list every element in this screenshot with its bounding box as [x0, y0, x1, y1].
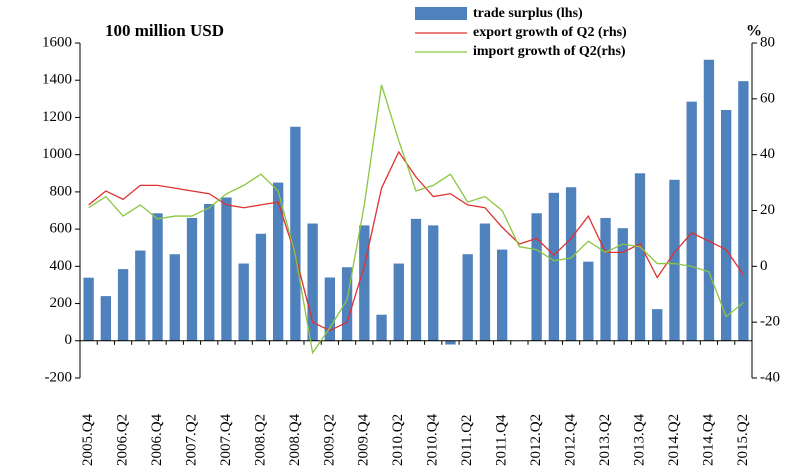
y2-tick-label: 20: [760, 202, 775, 218]
bar: [565, 187, 577, 341]
bar: [686, 101, 697, 341]
x-tick-label: 2011.Q2: [459, 414, 475, 466]
y2-tick-label: -40: [760, 369, 780, 385]
x-tick-label: 2005.Q4: [80, 413, 96, 466]
bar: [324, 277, 336, 341]
y-tick-label: 200: [50, 295, 73, 311]
bar: [376, 314, 387, 341]
bar: [583, 261, 594, 341]
x-tick-label: 2008.Q4: [287, 413, 303, 466]
bar: [238, 263, 249, 341]
bar: [135, 250, 146, 341]
x-tick-label: 2009.Q4: [356, 413, 372, 466]
y-tick-label: 1600: [42, 34, 72, 50]
y-tick-label: 1400: [42, 72, 72, 88]
bar: [221, 197, 232, 341]
bar: [307, 223, 318, 341]
x-tick-label: 2012.Q4: [563, 413, 579, 466]
bar: [410, 218, 422, 341]
y-tick-label: -200: [45, 369, 73, 385]
bar: [531, 213, 542, 341]
y2-tick-label: 60: [760, 90, 775, 106]
bar: [617, 228, 628, 341]
bar: [479, 223, 491, 341]
y2-tick-label: 40: [760, 146, 775, 162]
legend-swatch: [415, 7, 467, 20]
bar: [496, 249, 508, 341]
x-tick-label: 2007.Q2: [183, 414, 199, 466]
x-tick-label: 2013.Q2: [597, 414, 613, 466]
bar: [634, 173, 646, 341]
bar: [341, 267, 353, 341]
legend-label: export growth of Q2 (rhs): [473, 25, 627, 40]
bar: [359, 225, 370, 341]
x-tick-label: 2010.Q2: [390, 414, 406, 466]
line: [88, 150, 744, 332]
x-tick-label: 2015.Q2: [735, 414, 751, 466]
x-tick-label: 2014.Q4: [700, 413, 716, 466]
bar: [548, 192, 560, 341]
bar: [462, 254, 473, 341]
x-tick-label: 2007.Q4: [218, 413, 234, 466]
line: [88, 84, 744, 355]
y-tick-label: 400: [50, 258, 73, 274]
legend-label: import growth of Q2(rhs): [473, 44, 626, 59]
x-tick-label: 2010.Q4: [425, 413, 441, 466]
bar: [186, 217, 198, 341]
x-tick-label: 2006.Q2: [115, 414, 131, 466]
bar: [255, 233, 267, 341]
bar: [720, 110, 732, 341]
bar: [669, 179, 680, 341]
bar: [83, 277, 94, 341]
x-tick-label: 2013.Q4: [631, 413, 647, 466]
y-tick-label: 1000: [42, 146, 72, 162]
y2-tick-label: 80: [760, 34, 775, 50]
bar: [600, 217, 611, 341]
x-tick-label: 2014.Q2: [666, 414, 682, 466]
y2-label: %: [746, 23, 762, 40]
y2-tick-label: -20: [760, 314, 780, 330]
bar: [272, 182, 284, 341]
x-tick-label: 2009.Q2: [321, 414, 337, 466]
chart-title: 100 million USD: [105, 21, 224, 40]
bar: [652, 309, 663, 341]
legend-label: trade surplus (lhs): [473, 6, 583, 21]
bar: [152, 213, 163, 341]
bar: [117, 269, 129, 341]
bar: [428, 225, 439, 341]
x-tick-label: 2008.Q2: [252, 414, 268, 466]
x-tick-label: 2006.Q4: [149, 413, 165, 466]
bar: [703, 59, 715, 341]
bar: [738, 81, 749, 341]
x-tick-label: 2012.Q2: [528, 414, 544, 466]
y-tick-label: 600: [50, 221, 73, 237]
bar: [169, 254, 180, 341]
bar: [445, 340, 456, 345]
y2-tick-label: 0: [760, 258, 768, 274]
bar: [204, 203, 215, 341]
bar: [290, 126, 301, 341]
y-tick-label: 1200: [42, 109, 72, 125]
bar: [393, 263, 404, 341]
y-tick-label: 0: [65, 332, 73, 348]
x-tick-label: 2011.Q4: [494, 414, 510, 466]
y-tick-label: 800: [50, 183, 73, 199]
bar: [100, 296, 112, 341]
